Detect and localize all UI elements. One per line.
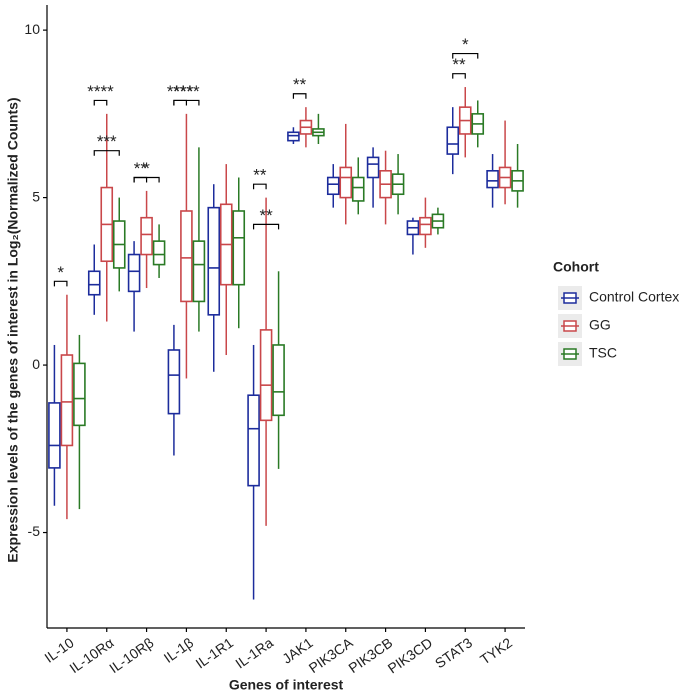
box xyxy=(339,166,353,199)
box xyxy=(287,131,300,142)
box xyxy=(272,344,285,417)
y-tick-label: 10 xyxy=(24,21,40,37)
significance-label: * xyxy=(143,159,150,178)
significance-label: ** xyxy=(253,166,267,185)
significance-bracket xyxy=(133,176,160,183)
y-tick-label: 5 xyxy=(32,188,40,204)
box xyxy=(192,240,206,303)
significance-label: ** xyxy=(134,159,148,178)
box xyxy=(446,126,460,155)
x-tick-label: PIK3CD xyxy=(385,634,436,676)
box xyxy=(167,349,181,415)
significance-bracket xyxy=(53,280,68,287)
box xyxy=(48,402,61,469)
y-tick-label: 0 xyxy=(32,356,40,372)
significance-label: **** xyxy=(173,82,200,101)
significance-bracket xyxy=(292,93,307,99)
significance-bracket xyxy=(173,99,188,106)
significance-label: ** xyxy=(452,55,466,74)
legend-title: Cohort xyxy=(553,259,599,275)
x-tick-label: IL-10Rα xyxy=(66,634,116,676)
significance-bracket xyxy=(252,183,267,190)
x-tick-label: STAT3 xyxy=(432,634,475,671)
significance-label: *** xyxy=(97,132,117,151)
box xyxy=(60,354,74,447)
box xyxy=(127,253,141,293)
box xyxy=(152,240,166,266)
box xyxy=(232,210,246,286)
significance-label: * xyxy=(57,263,64,282)
significance-label: **** xyxy=(87,82,114,101)
legend-label: GG xyxy=(589,317,611,333)
legend-label: Control Cortex xyxy=(589,289,679,305)
box xyxy=(486,169,499,189)
box xyxy=(351,176,365,202)
box xyxy=(419,216,432,236)
box xyxy=(207,206,221,316)
box xyxy=(180,210,193,303)
x-tick-label: IL-1R1 xyxy=(192,634,236,671)
box xyxy=(247,394,260,487)
significance-bracket xyxy=(93,99,108,106)
box xyxy=(259,329,273,422)
significance-bracket xyxy=(93,150,120,156)
y-axis-label: Expression levels of the genes of intere… xyxy=(5,97,21,562)
significance-label: ** xyxy=(259,206,273,225)
significance-bracket xyxy=(452,52,479,59)
x-tick-label: IL-1Ra xyxy=(232,634,276,671)
significance-bracket xyxy=(252,223,280,230)
x-tick-label: PIK3CA xyxy=(306,634,357,676)
significance-bracket xyxy=(452,73,466,79)
significance-bracket xyxy=(133,176,148,183)
box xyxy=(87,270,101,296)
x-tick-label: IL-10Rβ xyxy=(106,634,156,676)
significance-label: **** xyxy=(167,82,194,101)
significance-bracket xyxy=(173,99,200,106)
significance-label: ** xyxy=(293,75,307,94)
significance-label: * xyxy=(462,35,469,54)
box xyxy=(326,176,340,196)
box xyxy=(366,156,380,179)
x-axis-label: Genes of interest xyxy=(229,677,344,693)
legend-label: TSC xyxy=(589,345,617,361)
x-tick-label: IL-1β xyxy=(161,634,197,666)
box xyxy=(140,216,153,256)
y-tick-label: -5 xyxy=(28,523,41,539)
box xyxy=(73,362,86,427)
x-tick-label: TYK2 xyxy=(477,634,515,667)
